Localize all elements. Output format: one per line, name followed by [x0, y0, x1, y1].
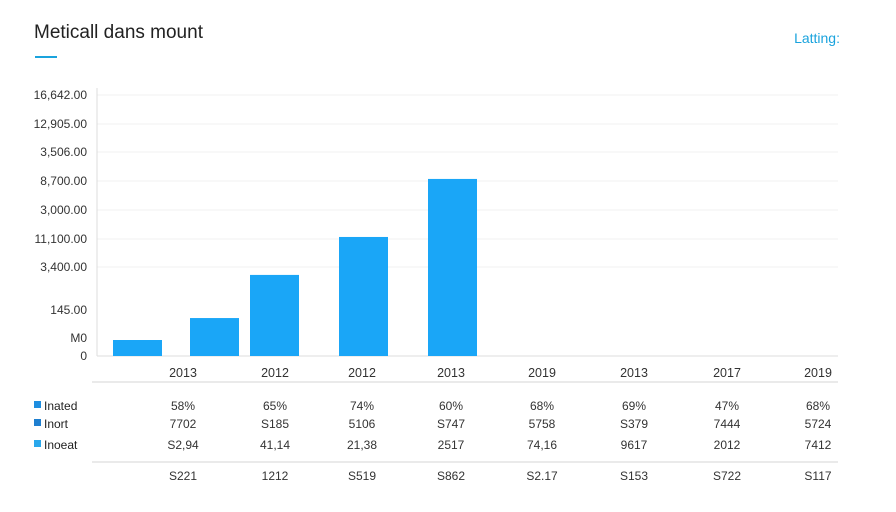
- y-tick-label: 16,642.00: [34, 88, 88, 102]
- table-cell: 74,16: [527, 438, 557, 452]
- table-cell: 47%: [715, 399, 739, 413]
- chart-title: Meticall dans mount: [34, 22, 203, 43]
- bar: [339, 236, 388, 356]
- table-cell: 21,38: [347, 438, 377, 452]
- y-tick-label: 11,100.00: [35, 232, 88, 246]
- bar: [428, 178, 477, 356]
- y-tick-label: 3,506.00: [40, 145, 87, 159]
- x-category-label: 2013: [437, 366, 465, 380]
- x-category-label: 2013: [620, 366, 648, 380]
- total-cell: S117: [804, 469, 831, 483]
- table-cell: 68%: [806, 399, 830, 413]
- table-cell: 9617: [621, 438, 648, 452]
- table-cell: 5724: [805, 417, 832, 431]
- latting-link[interactable]: Latting:: [794, 30, 840, 46]
- table-cell: 7702: [170, 417, 197, 431]
- table-cell: 41,14: [260, 438, 290, 452]
- y-tick-label: M0: [70, 331, 87, 345]
- y-tick-label: 145.00: [50, 303, 87, 317]
- y-tick-label: 8,700.00: [40, 174, 87, 188]
- table-cell: 5106: [349, 417, 376, 431]
- table-cell: 60%: [439, 399, 463, 413]
- table-cell: 58%: [171, 399, 195, 413]
- table-cell: 7412: [805, 438, 832, 452]
- x-category-label: 2013: [169, 366, 197, 380]
- table-cell: 2012: [714, 438, 741, 452]
- x-category-label: 2012: [348, 366, 376, 380]
- y-tick-label: 3,400.00: [40, 260, 87, 274]
- legend-label: Inort: [44, 417, 69, 431]
- x-category-label: 2012: [261, 366, 289, 380]
- legend-label: Inoeat: [44, 438, 78, 452]
- bar: [113, 340, 162, 356]
- table-cell: 68%: [530, 399, 554, 413]
- table-cell: S185: [261, 417, 289, 431]
- y-tick-label: 0: [80, 349, 87, 363]
- legend-swatch: [34, 440, 41, 447]
- total-cell: S519: [348, 469, 376, 483]
- total-cell: S2.17: [526, 469, 558, 483]
- table-cell: 2517: [438, 438, 465, 452]
- y-tick-label: 3,000.00: [40, 203, 87, 217]
- bar: [190, 318, 239, 356]
- x-category-label: 2019: [804, 366, 832, 380]
- table-cell: 74%: [350, 399, 374, 413]
- table-cell: 7444: [714, 417, 741, 431]
- table-cell: S2,94: [167, 438, 199, 452]
- x-category-label: 2017: [713, 366, 741, 380]
- table-cell: 5758: [529, 417, 556, 431]
- x-category-label: 2019: [528, 366, 556, 380]
- y-tick-label: 12,905.00: [34, 117, 88, 131]
- table-cell: S379: [620, 417, 648, 431]
- bar: [250, 274, 299, 356]
- total-cell: 1212: [262, 469, 289, 483]
- total-cell: S722: [713, 469, 741, 483]
- legend-swatch: [34, 401, 41, 408]
- total-cell: S153: [620, 469, 648, 483]
- total-cell: S221: [169, 469, 197, 483]
- table-cell: 69%: [622, 399, 646, 413]
- total-cell: S862: [437, 469, 465, 483]
- legend-label: Inated: [44, 399, 77, 413]
- legend-swatch: [34, 419, 41, 426]
- table-cell: S747: [437, 417, 465, 431]
- title-underline: [35, 56, 57, 58]
- table-cell: 65%: [263, 399, 287, 413]
